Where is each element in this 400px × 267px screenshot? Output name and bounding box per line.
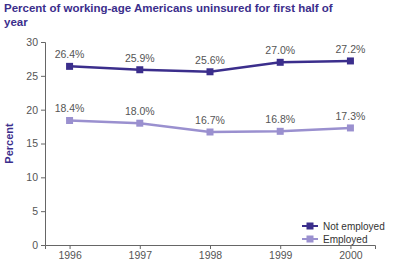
y-tick-label: 20 <box>26 104 38 116</box>
x-axis: 1996 1997 1998 1999 2000 <box>46 245 376 261</box>
series-marker <box>207 68 214 75</box>
x-tick-label: 1996 <box>58 249 82 261</box>
y-tick-label: 15 <box>26 137 38 149</box>
y-tick: 15 <box>26 137 45 149</box>
x-tick: 1997 <box>129 245 153 261</box>
data-label: 26.4% <box>55 48 85 60</box>
x-tick-label: 1999 <box>269 249 293 261</box>
series-marker <box>136 120 143 127</box>
x-tick-label: 1998 <box>199 249 223 261</box>
x-tick-mark <box>350 245 351 249</box>
data-label: 27.2% <box>336 43 366 55</box>
series-marker <box>277 128 284 135</box>
y-tick: 25 <box>26 70 45 82</box>
x-tick-mark <box>140 245 141 249</box>
data-label: 18.4% <box>55 102 85 114</box>
x-tick: 2000 <box>339 245 363 261</box>
series-marker <box>277 59 284 66</box>
data-label: 16.8% <box>265 113 295 125</box>
data-labels: 26.4% 25.9% 25.6% 27.0% 27.2% 18.4% 18.0% 16.7%… <box>55 43 366 126</box>
x-tick: 1996 <box>58 245 82 261</box>
y-tick-mark <box>41 211 45 212</box>
data-label: 17.3% <box>336 110 366 122</box>
legend-label: Employed <box>323 234 367 245</box>
x-tick-mark <box>280 245 281 249</box>
y-tick-mark <box>41 245 45 246</box>
x-tick-label: 2000 <box>339 249 363 261</box>
series-marker <box>347 124 354 131</box>
series-marker <box>136 66 143 73</box>
data-label: 25.9% <box>125 52 155 64</box>
y-axis-title: Percent <box>3 123 15 164</box>
x-tick: 1998 <box>199 245 223 261</box>
legend-marker <box>307 223 314 230</box>
y-tick: 5 <box>32 205 45 217</box>
y-tick-mark <box>41 177 45 178</box>
series-marker <box>66 63 73 70</box>
y-tick-mark <box>41 76 45 77</box>
marks <box>66 57 354 135</box>
y-tick: 20 <box>26 104 45 116</box>
y-tick: 30 <box>26 36 45 48</box>
series-marker <box>66 117 73 124</box>
data-label: 18.0% <box>125 105 155 117</box>
x-tick: 1999 <box>269 245 293 261</box>
legend-marker <box>307 236 314 243</box>
y-tick-label: 10 <box>26 171 38 183</box>
y-tick-label: 25 <box>26 70 38 82</box>
data-label: 16.7% <box>195 114 225 126</box>
y-tick-label: 0 <box>32 239 38 251</box>
y-tick-mark <box>41 42 45 43</box>
title: Percent of working-age Americans uninsur… <box>4 2 333 28</box>
data-label: 27.0% <box>265 44 295 56</box>
series-marker <box>207 128 214 135</box>
series-marker <box>347 57 354 64</box>
x-tick-mark <box>210 245 211 249</box>
y-axis: 0 5 10 15 20 25 30 <box>26 36 45 251</box>
legend: Not employed Employed <box>302 221 385 245</box>
y-tick-label: 30 <box>26 36 38 48</box>
y-tick: 0 <box>32 239 45 251</box>
legend-label: Not employed <box>323 221 385 232</box>
y-axis-line <box>41 43 46 246</box>
x-tick-label: 1997 <box>129 249 153 261</box>
chart: Percent of working-age Americans uninsur… <box>0 0 400 267</box>
y-tick-mark <box>41 144 45 145</box>
y-tick-label: 5 <box>32 205 38 217</box>
x-tick-mark <box>70 245 71 249</box>
y-tick: 10 <box>26 171 45 183</box>
y-tick-mark <box>41 110 45 111</box>
data-label: 25.6% <box>195 54 225 66</box>
